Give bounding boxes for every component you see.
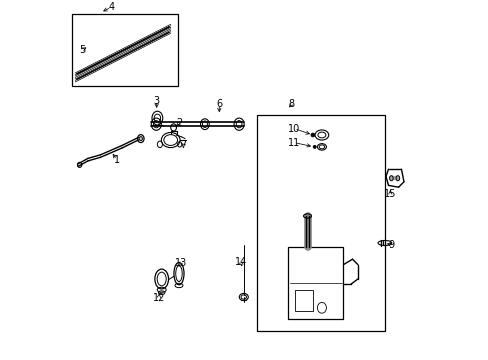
Text: 7: 7 — [180, 140, 186, 150]
Text: 3: 3 — [153, 96, 160, 106]
Bar — [294, 290, 312, 311]
Text: 4: 4 — [108, 2, 114, 12]
Text: 13: 13 — [174, 258, 186, 268]
Ellipse shape — [313, 145, 316, 148]
Text: 11: 11 — [287, 138, 300, 148]
Ellipse shape — [139, 136, 142, 140]
Text: 5: 5 — [79, 45, 85, 55]
Text: 14: 14 — [234, 257, 246, 267]
Text: 12: 12 — [152, 293, 164, 303]
Text: 8: 8 — [287, 99, 294, 109]
Bar — [72, 14, 178, 86]
Text: 6: 6 — [216, 99, 222, 109]
Text: 9: 9 — [387, 240, 394, 250]
Text: 1: 1 — [113, 155, 120, 165]
Text: 2: 2 — [176, 118, 182, 128]
Text: 10: 10 — [287, 123, 300, 134]
Text: 15: 15 — [384, 189, 396, 199]
Ellipse shape — [310, 133, 314, 137]
Bar — [287, 247, 343, 319]
Bar — [257, 115, 384, 331]
